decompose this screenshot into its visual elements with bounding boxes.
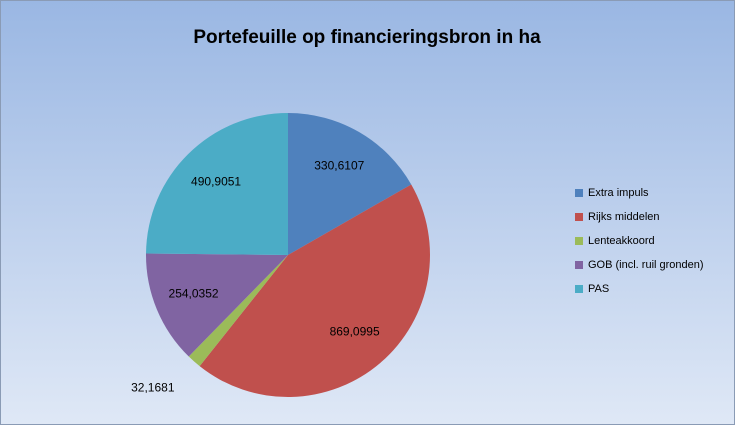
pie-slice <box>199 184 430 397</box>
pie-slice <box>146 253 288 357</box>
legend-label: PAS <box>588 283 609 295</box>
legend-swatch <box>575 285 583 293</box>
data-label: 869,0995 <box>330 325 380 339</box>
data-label: 490,9051 <box>191 174 241 188</box>
legend-label: Rijks middelen <box>588 211 660 223</box>
pie-slice <box>288 113 412 255</box>
legend-swatch <box>575 189 583 197</box>
pie-slice <box>188 255 288 367</box>
legend-label: Extra impuls <box>588 187 649 199</box>
data-label: 32,1681 <box>131 380 175 394</box>
data-label: 254,0352 <box>169 286 219 300</box>
chart-title: Portefeuille op financieringsbron in ha <box>193 27 541 48</box>
legend-label: GOB (incl. ruil gronden) <box>588 259 704 271</box>
legend-swatch <box>575 237 583 245</box>
legend-swatch <box>575 213 583 221</box>
legend-swatch <box>575 261 583 269</box>
pie-slice <box>146 113 288 255</box>
data-label: 330,6107 <box>314 159 364 173</box>
legend-label: Lenteakkoord <box>588 235 655 247</box>
